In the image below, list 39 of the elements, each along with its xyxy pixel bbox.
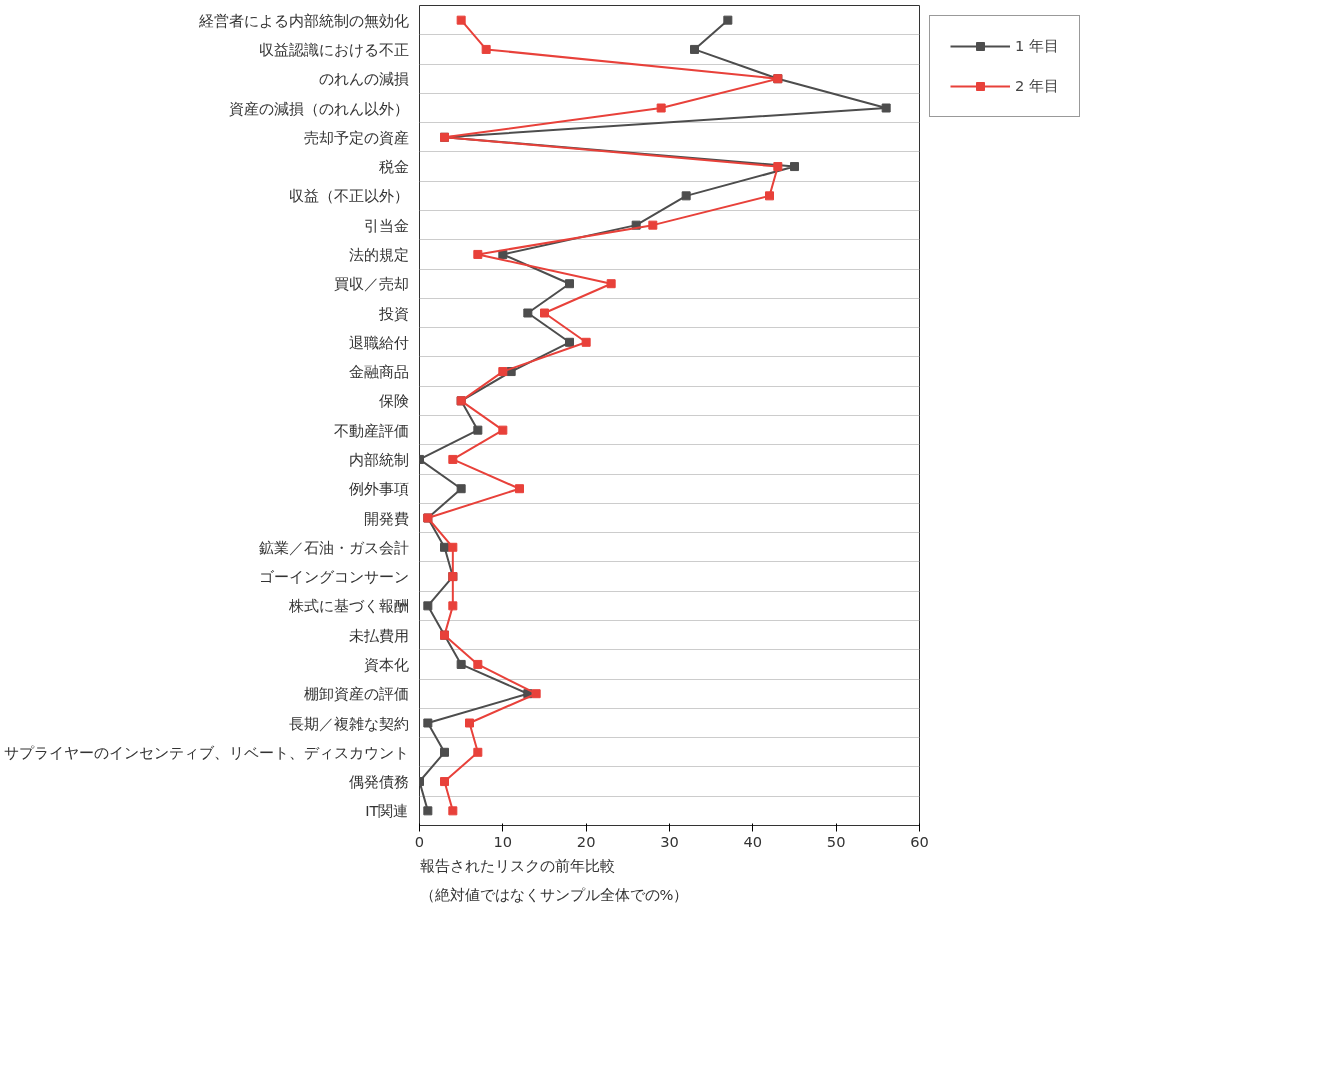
y-tick-label: 開発費 [363,509,409,527]
y-tick-label: サプライヤーのインセンティブ、リベート、ディスカウント [3,743,409,761]
y-tick-label: 投資 [377,304,409,322]
y-tick-label: 内部統制 [348,450,409,468]
y-tick-label: 鉱業／石油・ガス会計 [258,538,409,556]
y-tick-label: 退職給付 [348,333,409,351]
y-tick-label: 収益（不正以外） [288,187,409,205]
y-tick-label: のれんの減損 [318,70,409,88]
y-tick-label: 買収／売却 [333,275,409,293]
y-tick-label: 不動産評価 [333,421,409,439]
legend-label: 2 年目 [1015,76,1059,96]
y-tick-label: 収益認識における不正 [258,40,409,58]
x-tick-label: 50 [826,832,846,850]
x-tick-label: 20 [576,832,596,850]
y-tick-label: 棚卸資産の評価 [303,685,409,703]
y-tick-label: 法的規定 [348,245,409,263]
legend-label: 1 年目 [1015,36,1059,56]
x-tick-label: 10 [493,832,513,850]
y-tick-label: 株式に基づく報酬 [287,597,409,615]
y-tick-label: 例外事項 [348,480,409,498]
y-tick-label: 保険 [378,392,409,410]
y-tick-label: 資本化 [363,655,409,673]
y-tick-label: 引当金 [363,216,409,234]
text: （絶対値ではなくサンプル全体での%） [419,885,689,903]
x-tick-label: 60 [910,832,929,850]
y-tick-label: 未払費用 [348,626,409,644]
y-tick-label: 偶発債務 [348,773,409,791]
x-tick-label: 40 [743,832,763,850]
y-tick-label: 税金 [378,158,409,176]
x-axis-title: 報告されたリスクの前年比較 [419,856,615,874]
y-tick-label: 資産の減損（のれん以外） [228,99,409,117]
x-tick-label: 30 [660,832,679,850]
y-tick-label: 売却予定の資産 [303,128,409,146]
y-tick-label: ゴーイングコンサーン [258,568,409,586]
y-tick-label: 長期／複雑な契約 [288,714,409,732]
x-tick-label: 0 [414,832,425,850]
y-tick-label: 経営者による内部統制の無効化 [197,11,409,29]
y-tick-label: IT関連 [365,802,409,820]
y-tick-label: 金融商品 [348,363,409,381]
